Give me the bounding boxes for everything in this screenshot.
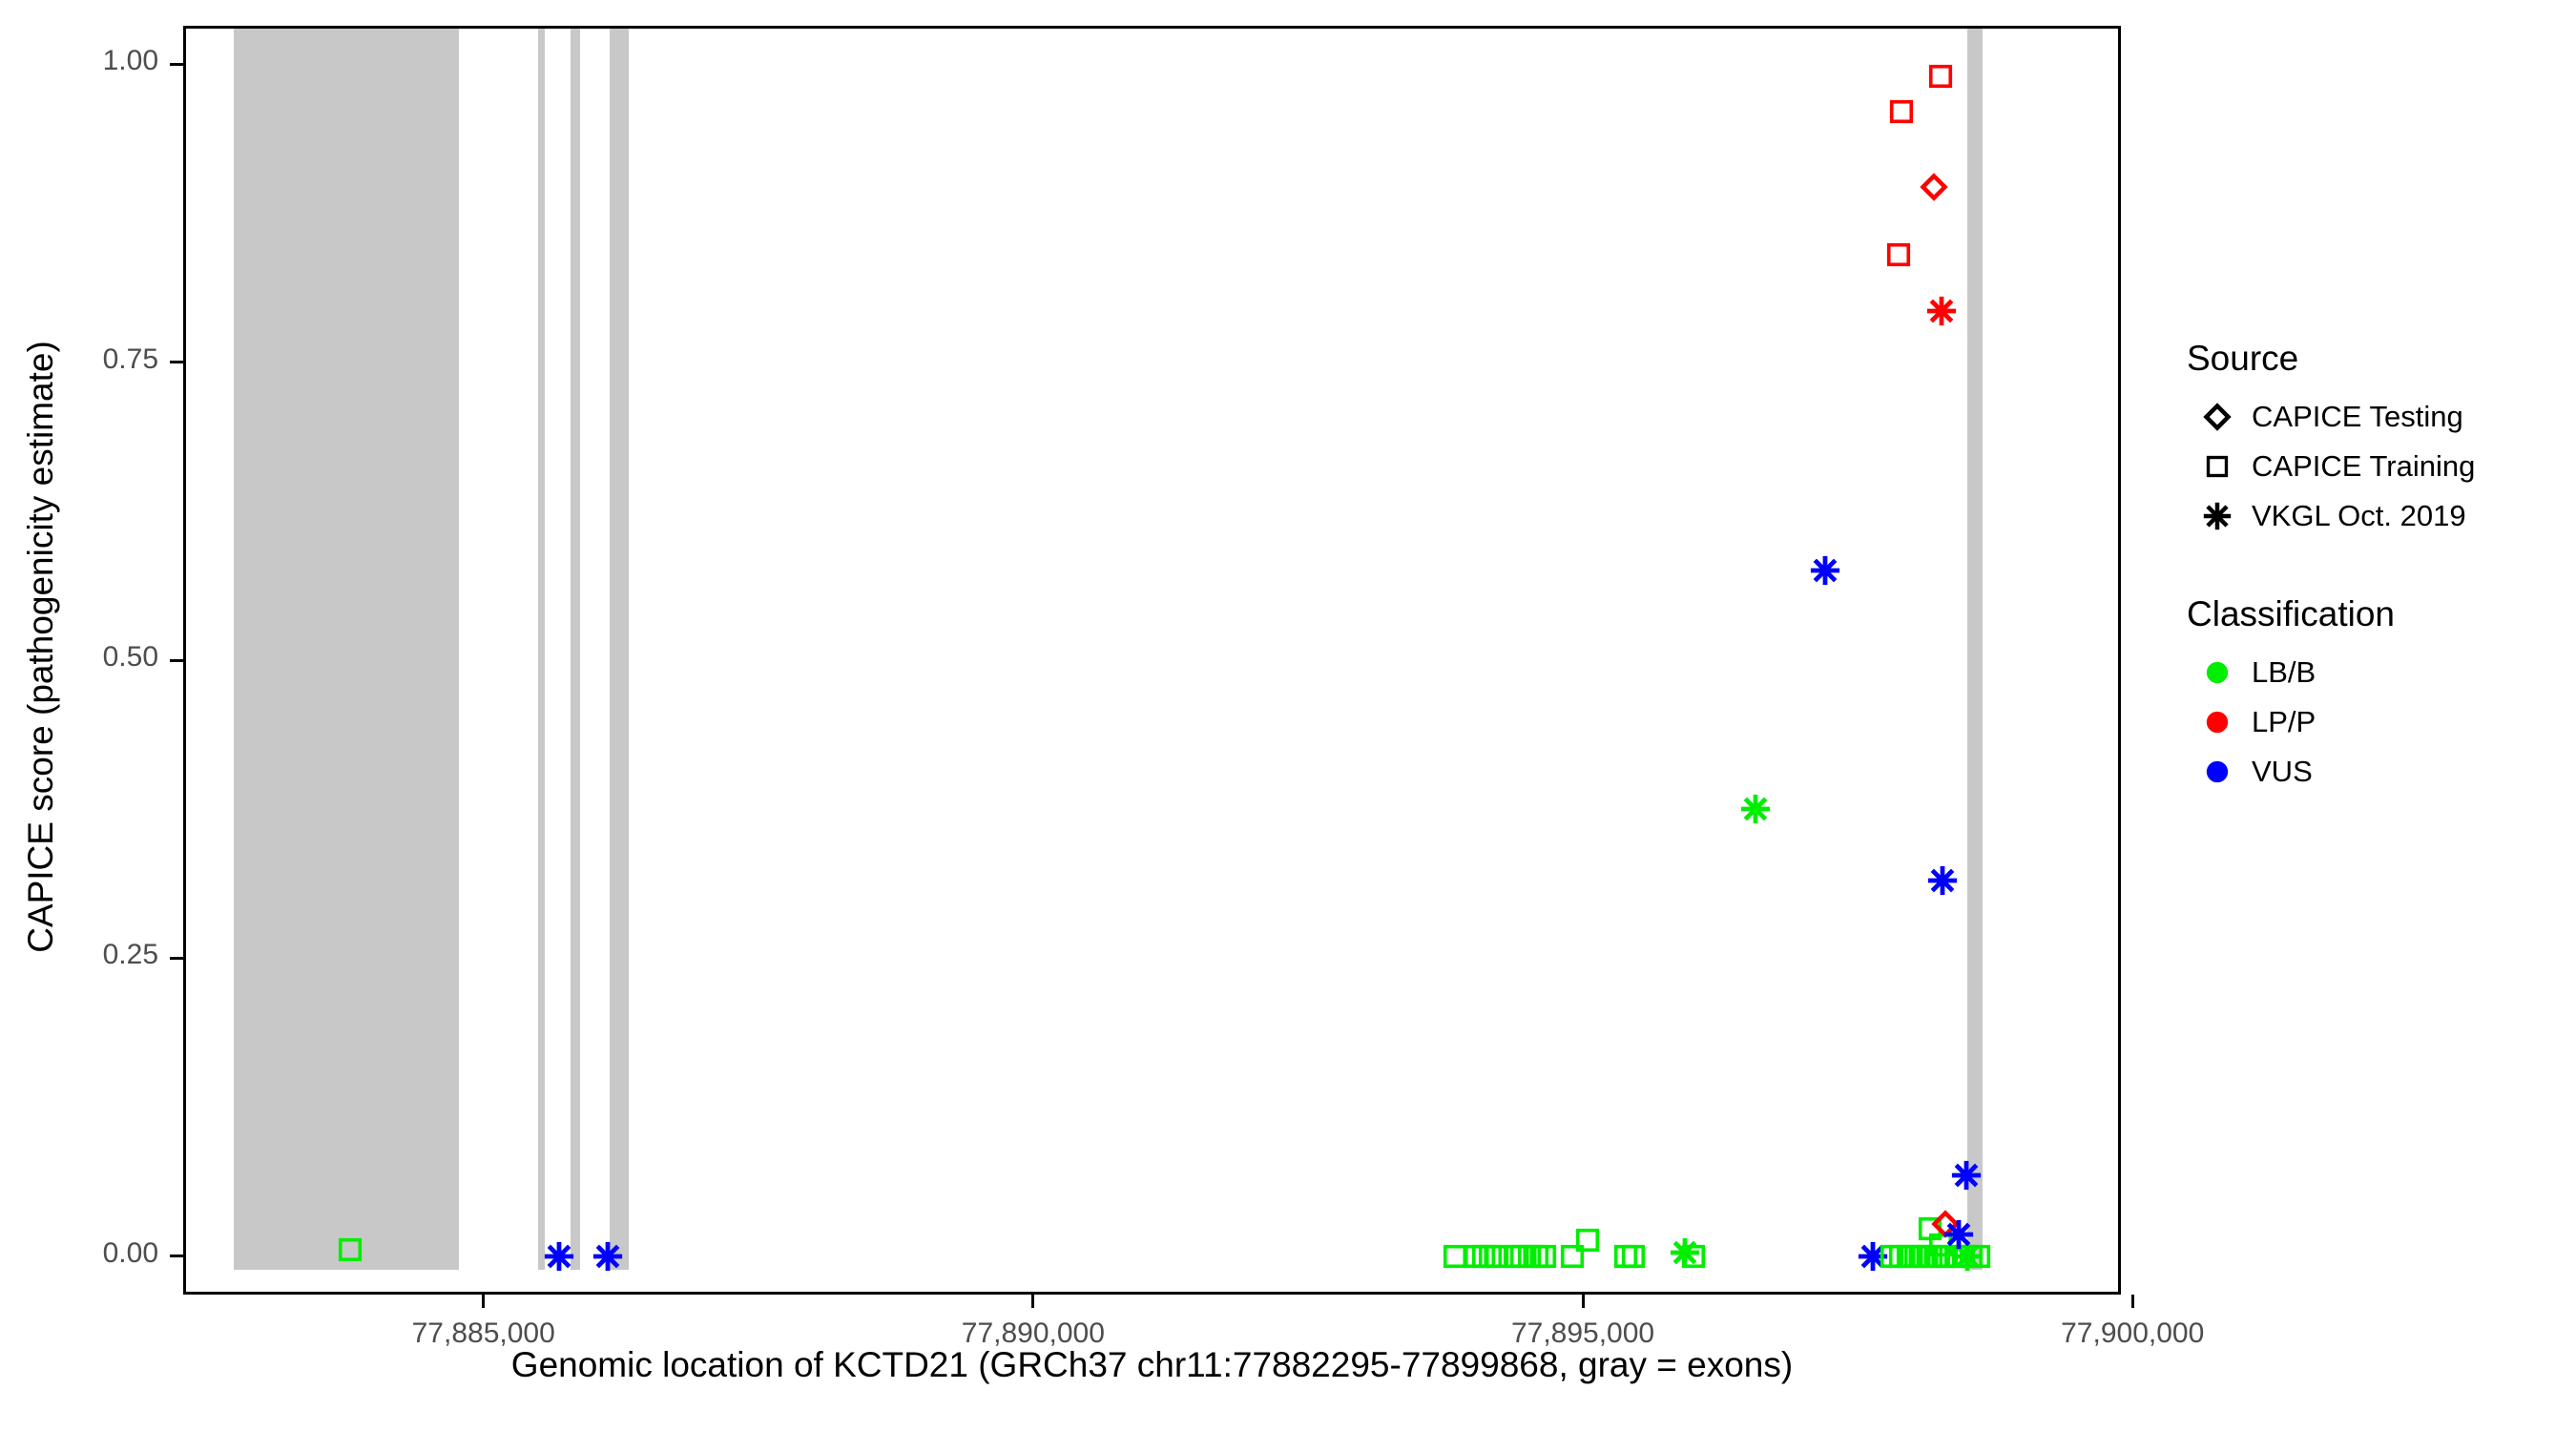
data-point — [1478, 1244, 1503, 1269]
x-tick-label: 77,900,000 — [2061, 1317, 2205, 1349]
data-point — [1930, 1209, 1961, 1239]
data-point — [1464, 1244, 1488, 1269]
legend-item-label: CAPICE Testing — [2252, 400, 2463, 433]
data-point — [1532, 1244, 1557, 1269]
legend-item-label: VKGL Oct. 2019 — [2252, 499, 2466, 532]
legend-item[interactable]: LP/P — [2183, 697, 2565, 747]
legend-item-label: LB/B — [2252, 655, 2316, 689]
dot-icon — [2183, 660, 2252, 685]
data-point — [1560, 1244, 1585, 1269]
y-tick-mark — [170, 1255, 183, 1258]
legend-item[interactable]: CAPICE Testing — [2183, 392, 2565, 442]
data-point — [1943, 1244, 1968, 1269]
x-tick-mark — [1031, 1295, 1035, 1308]
legend-block: Source CAPICE Testing CAPICE Training VKGL … — [2183, 339, 2565, 541]
legend-item[interactable]: VUS — [2183, 747, 2565, 797]
data-point — [1925, 295, 1958, 327]
x-tick-label: 77,885,000 — [411, 1317, 555, 1349]
data-point — [1471, 1244, 1496, 1269]
data-point — [1485, 1244, 1509, 1269]
legend-item-label: CAPICE Training — [2252, 449, 2476, 483]
legend-item[interactable]: LB/B — [2183, 648, 2565, 697]
data-point — [1880, 1244, 1904, 1269]
y-tick-label: 0.00 — [102, 1236, 158, 1269]
data-point — [1934, 1244, 1959, 1269]
y-tick-label: 0.75 — [102, 342, 158, 375]
data-point — [1919, 172, 1949, 202]
data-point — [1443, 1244, 1467, 1269]
legend: Source CAPICE Testing CAPICE Training VKGL … — [2183, 339, 2565, 850]
legend-item-label: LP/P — [2252, 705, 2316, 738]
legend-item[interactable]: VKGL Oct. 2019 — [2183, 491, 2565, 541]
y-tick-mark — [170, 62, 183, 66]
data-point — [1886, 242, 1911, 267]
dot-icon — [2183, 759, 2252, 784]
exon-band — [1967, 29, 1984, 1270]
exon-band — [233, 29, 459, 1270]
data-point — [1888, 1244, 1913, 1269]
x-tick-mark — [482, 1295, 486, 1308]
data-point — [1621, 1244, 1646, 1269]
asterisk-icon — [2183, 501, 2252, 531]
data-point — [1857, 1240, 1889, 1273]
data-point — [1575, 1228, 1600, 1253]
data-point — [1669, 1236, 1701, 1269]
x-tick-label: 77,895,000 — [1510, 1317, 1655, 1349]
data-point — [1613, 1244, 1638, 1269]
x-tick-mark — [1581, 1295, 1585, 1308]
data-point — [1926, 1244, 1951, 1269]
data-point — [1918, 1216, 1942, 1241]
data-point — [1681, 1244, 1706, 1269]
data-point — [1896, 1244, 1921, 1269]
y-tick-mark — [170, 658, 183, 662]
data-point — [1911, 1244, 1936, 1269]
y-tick-label: 1.00 — [102, 45, 158, 77]
data-point — [1517, 1244, 1542, 1269]
dot-icon — [2183, 710, 2252, 735]
data-point — [1503, 1244, 1527, 1269]
x-tick-mark — [2130, 1295, 2134, 1308]
exon-band — [570, 29, 581, 1270]
data-point — [1739, 793, 1772, 825]
exon-band — [610, 29, 629, 1270]
legend-item-label: VUS — [2252, 755, 2313, 788]
legend-title: Classification — [2187, 594, 2395, 633]
y-tick-label: 0.25 — [102, 939, 158, 971]
data-point — [1928, 1233, 1953, 1257]
data-point — [1809, 554, 1841, 587]
data-point — [1928, 64, 1953, 89]
x-tick-label: 77,890,000 — [961, 1317, 1105, 1349]
legend-block: Classification LB/B LP/P VUS — [2183, 594, 2565, 797]
x-axis-label: Genomic location of KCTD21 (GRCh37 chr11… — [510, 1345, 1794, 1384]
data-point — [1919, 1244, 1943, 1269]
data-point — [1926, 864, 1959, 897]
data-point — [1509, 1244, 1534, 1269]
y-tick-label: 0.50 — [102, 641, 158, 673]
y-tick-mark — [170, 361, 183, 364]
data-point — [1903, 1244, 1928, 1269]
exon-band — [538, 29, 546, 1270]
plot-panel — [183, 26, 2121, 1295]
y-tick-mark — [170, 956, 183, 960]
legend-title: Source — [2187, 339, 2299, 378]
data-point — [1889, 99, 1914, 124]
diamond-icon — [2183, 402, 2252, 432]
legend-item[interactable]: CAPICE Training — [2183, 442, 2565, 491]
square-icon — [2183, 455, 2252, 478]
data-point — [1525, 1244, 1549, 1269]
